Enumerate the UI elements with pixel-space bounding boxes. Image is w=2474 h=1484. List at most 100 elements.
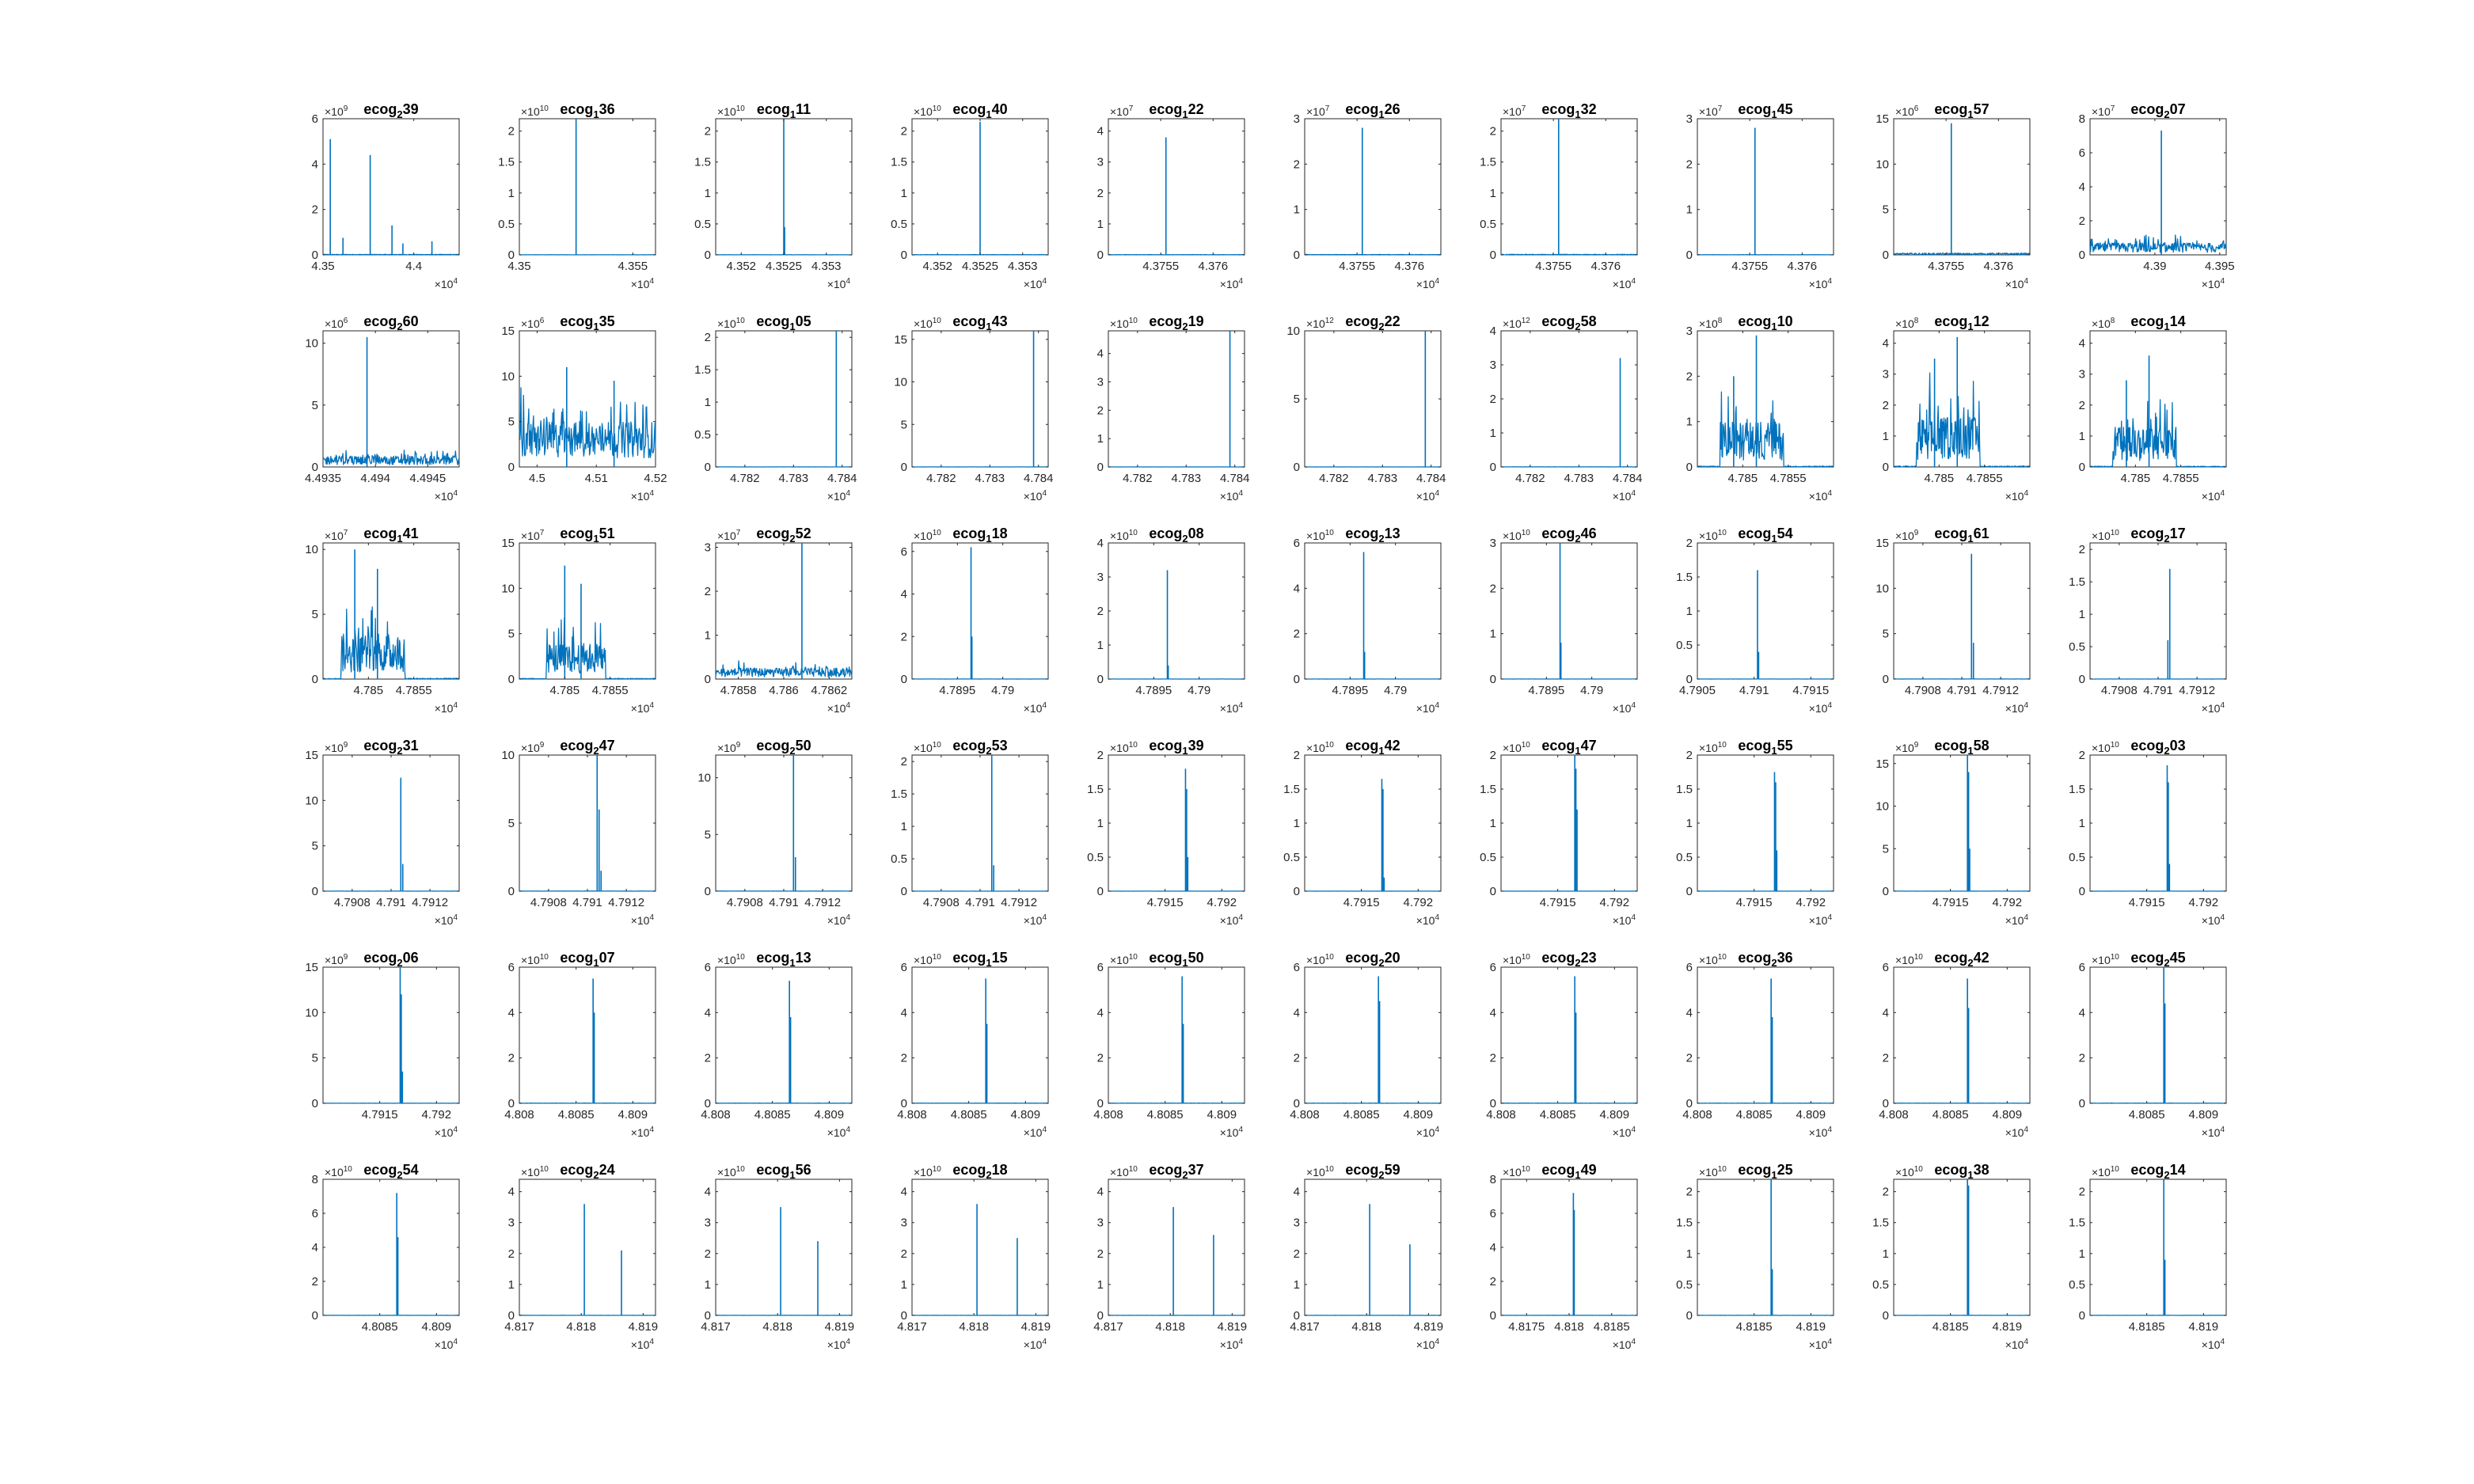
x-exponent-label: ×104	[2005, 1125, 2029, 1139]
x-tick-label: 4.7912	[412, 896, 448, 909]
y-tick-label: 0.5	[1676, 639, 1693, 652]
axes-frame	[1893, 966, 2031, 1104]
x-tick-label: 4.79	[1384, 684, 1407, 697]
exponent-base: ×10	[1220, 1338, 1239, 1351]
exponent-power: 10	[736, 104, 746, 113]
title-base: ecog	[1345, 1162, 1378, 1178]
exponent-power: 4	[846, 489, 850, 498]
y-tick-label: 2	[1490, 582, 1496, 595]
x-tick-label: 4.783	[1172, 472, 1202, 485]
title-suffix: 23	[1581, 950, 1597, 966]
y-tick-label: 4	[1294, 1006, 1300, 1019]
exponent-power: 10	[1718, 741, 1727, 750]
y-tick-label: 2	[901, 755, 907, 769]
y-tick-label: 0.5	[1676, 1278, 1693, 1292]
title-suffix: 14	[2170, 313, 2186, 329]
exponent-base: ×10	[1416, 914, 1435, 927]
exponent-base: ×10	[1306, 105, 1325, 118]
exponent-base: ×10	[827, 914, 846, 927]
exponent-base: ×10	[717, 954, 736, 966]
exponent-base: ×10	[2092, 529, 2111, 542]
x-tick-label: 4.783	[975, 472, 1005, 485]
exponent-base: ×10	[631, 1338, 650, 1351]
title-suffix: 47	[1581, 738, 1597, 753]
x-tick-label: 4.784	[1613, 472, 1643, 485]
title-suffix: 13	[796, 950, 811, 966]
title-subscript: 2	[1575, 533, 1580, 545]
y-tick-label: 0	[705, 1309, 711, 1323]
x-exponent-label: ×104	[1613, 701, 1636, 715]
x-tick-label: 4.786	[769, 684, 799, 697]
exponent-power: 10	[1129, 1165, 1138, 1174]
y-tick-label: 4	[901, 1006, 907, 1019]
y-tick-label: 1	[1294, 1278, 1300, 1292]
exponent-power: 4	[2220, 277, 2225, 286]
y-tick-label: 1	[705, 396, 711, 409]
title-base: ecog	[1738, 313, 1771, 329]
x-tick-label: 4.8085	[951, 1108, 987, 1122]
subplot-title: ecog217	[2130, 526, 2185, 545]
x-tick-label: 4.819	[1021, 1320, 1051, 1334]
x-tick-label: 4.7915	[1343, 896, 1380, 909]
exponent-base: ×10	[1699, 105, 1718, 118]
exponent-power: 4	[1631, 913, 1636, 922]
title-base: ecog	[1345, 313, 1378, 329]
y-tick-label: 4	[1490, 1006, 1496, 1019]
y-tick-label: 0.5	[1480, 218, 1496, 231]
y-tick-label: 0	[901, 885, 907, 898]
y-tick-label: 1.5	[891, 788, 907, 801]
y-tick-label: 0	[312, 673, 318, 686]
axes-frame	[715, 754, 853, 892]
y-tick-label: 2	[705, 125, 711, 139]
exponent-base: ×10	[1613, 914, 1632, 927]
title-subscript: 2	[1182, 1169, 1188, 1181]
subplot-title: ecog113	[756, 950, 811, 969]
x-exponent-label: ×104	[631, 489, 655, 503]
x-tick-label: 4.352	[922, 260, 952, 273]
y-tick-label: 1	[705, 629, 711, 643]
exponent-base: ×10	[1024, 1338, 1043, 1351]
y-tick-label: 0	[705, 673, 711, 686]
y-tick-label: 6	[312, 112, 318, 126]
title-subscript: 1	[1575, 108, 1580, 120]
title-base: ecog	[2130, 738, 2164, 753]
title-suffix: 18	[992, 1162, 1008, 1178]
axes-frame	[1108, 330, 1245, 468]
y-tick-label: 4	[1097, 125, 1104, 139]
exponent-base: ×10	[1809, 914, 1828, 927]
x-tick-label: 4.8085	[1343, 1108, 1380, 1122]
y-exponent-label: ×106	[325, 317, 348, 330]
exponent-base: ×10	[2202, 914, 2221, 927]
y-tick-label: 4	[312, 1241, 318, 1254]
exponent-base: ×10	[435, 702, 454, 715]
y-tick-label: 10	[1286, 325, 1300, 338]
x-tick-label: 4.808	[1682, 1108, 1712, 1122]
title-base: ecog	[363, 101, 397, 117]
y-tick-label: 0	[1490, 461, 1496, 474]
title-subscript: 2	[986, 745, 991, 757]
exponent-power: 10	[540, 104, 549, 113]
x-tick-label: 4.8085	[558, 1108, 595, 1122]
x-tick-label: 4.809	[1993, 1108, 2023, 1122]
y-tick-label: 0.5	[694, 218, 711, 231]
x-exponent-label: ×104	[1220, 913, 1244, 927]
y-tick-label: 5	[312, 840, 318, 853]
y-tick-label: 2	[901, 1247, 907, 1261]
x-tick-label: 4.782	[1515, 472, 1545, 485]
title-suffix: 22	[1385, 313, 1400, 329]
exponent-base: ×10	[2202, 702, 2221, 715]
title-base: ecog	[1541, 738, 1575, 753]
y-tick-label: 1	[901, 187, 907, 200]
y-tick-label: 0.5	[891, 852, 907, 866]
y-exponent-label: ×1010	[1895, 1165, 1923, 1178]
x-tick-label: 4.819	[1218, 1320, 1248, 1334]
title-subscript: 1	[1378, 745, 1384, 757]
axes-frame	[1697, 330, 1834, 468]
y-tick-label: 4	[1490, 325, 1496, 338]
